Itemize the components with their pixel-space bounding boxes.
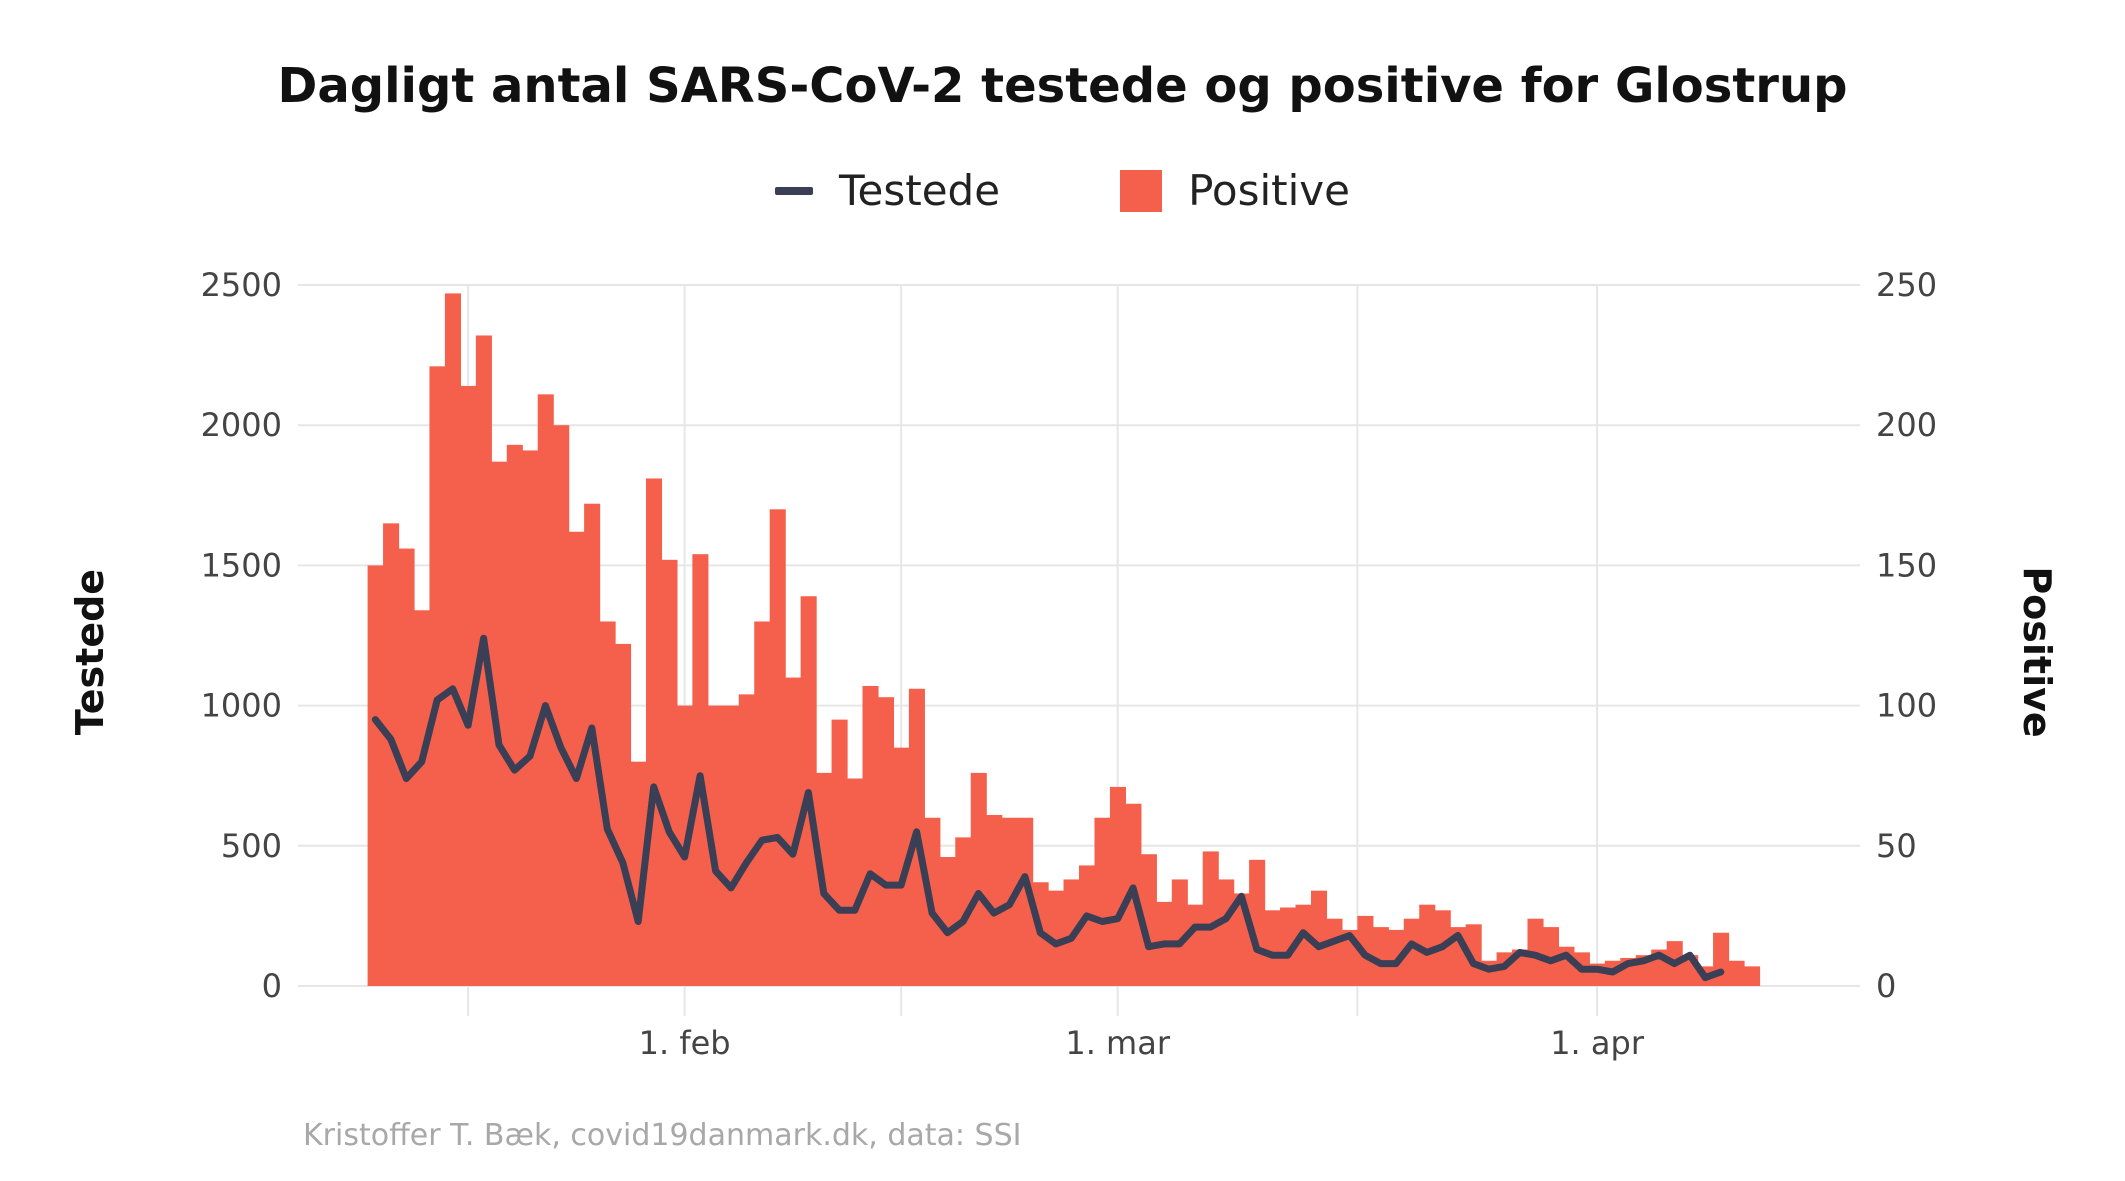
positive-bar (1295, 904, 1312, 986)
positive-bar (1310, 890, 1328, 986)
testede-line-group (371, 634, 1725, 982)
positive-bar (661, 559, 678, 986)
positive-bar (537, 394, 554, 987)
positive-bar (707, 705, 724, 986)
positive-bar (1744, 966, 1761, 986)
positive-bar (413, 610, 431, 986)
positive-bar (1017, 817, 1034, 986)
positive-bar (522, 450, 539, 986)
positive-bar (1187, 904, 1204, 986)
positive-bar (877, 697, 895, 986)
positive-bar (444, 293, 461, 986)
y-tick-left-label: 2500 (201, 266, 282, 304)
positive-bar (738, 694, 755, 986)
positive-bar (939, 857, 956, 986)
positive-bar (1326, 918, 1343, 986)
positive-bar (862, 685, 879, 986)
positive-bar (1372, 927, 1389, 986)
positive-bar (1202, 851, 1219, 986)
y-tick-right-label: 50 (1876, 827, 1917, 865)
y-tick-left-label: 0 (262, 967, 282, 1005)
positive-bar (1264, 910, 1281, 986)
positive-bar (1094, 817, 1111, 986)
chart-title: Dagligt antal SARS-CoV-2 testede og posi… (277, 58, 1848, 114)
x-tick-label: 1. feb (639, 1024, 731, 1062)
positive-bar (785, 677, 802, 986)
y-tick-right-label: 0 (1876, 967, 1896, 1005)
legend-swatch-positive (1120, 169, 1163, 212)
legend-swatch-testede (775, 186, 813, 195)
positive-bar (955, 837, 972, 986)
y-tick-right-label: 150 (1876, 546, 1937, 584)
positive-bar (398, 548, 415, 986)
positive-bar (1542, 927, 1560, 986)
y-tick-right-label: 100 (1876, 687, 1937, 725)
x-tick-label: 1. mar (1065, 1024, 1170, 1062)
positive-bar (1713, 932, 1730, 986)
positive-bar (553, 425, 570, 986)
testede-line (371, 634, 1725, 982)
y-tick-left-label: 1000 (201, 687, 282, 725)
y-tick-left-label: 500 (221, 827, 282, 865)
positive-bar (568, 531, 585, 986)
positive-bar (367, 565, 384, 986)
y-tick-right-label: 200 (1876, 406, 1937, 444)
y-axis-left-ticks: 0 500 1000 1500 2000 2500 (201, 266, 282, 1005)
positive-bar (630, 761, 647, 986)
positive-bar (1728, 960, 1745, 986)
chart-caption: Kristoffer T. Bæk, covid19danmark.dk, da… (303, 1118, 1022, 1153)
positive-bar (692, 554, 709, 986)
y-axis-left-title: Testede (68, 569, 112, 735)
positive-bar (1048, 890, 1065, 986)
y-tick-left-label: 2000 (201, 406, 282, 444)
positive-bar (645, 478, 663, 986)
y-tick-left-label: 1500 (201, 546, 282, 584)
positive-bar (1140, 854, 1157, 986)
positive-bar (1109, 786, 1126, 986)
positive-bar (1218, 879, 1235, 986)
x-tick-label: 1. apr (1550, 1024, 1645, 1062)
positive-bar (1079, 865, 1096, 986)
positive-bar (847, 778, 864, 986)
legend-label-positive: Positive (1188, 166, 1350, 215)
positive-bar (1419, 904, 1436, 986)
y-axis-right-title: Positive (2015, 566, 2059, 737)
positive-bar (1171, 879, 1188, 986)
y-axis-right-ticks: 0 50 100 150 200 250 (1876, 266, 1937, 1005)
positive-bar (383, 523, 400, 986)
positive-bar (831, 719, 848, 986)
legend-label-testede: Testede (839, 166, 1001, 215)
chart-legend: Testede Positive (0, 166, 2125, 215)
positive-bar (1280, 907, 1297, 986)
legend-item-testede: Testede (775, 166, 1000, 215)
positive-bar (754, 621, 771, 986)
positive-bar (769, 509, 786, 986)
positive-bar (1403, 918, 1420, 986)
positive-bar (986, 814, 1003, 986)
positive-bar (506, 444, 523, 986)
positive-bars (367, 293, 1761, 987)
positive-bar (723, 705, 740, 986)
x-axis-ticks: 1. feb 1. mar 1. apr (639, 1024, 1645, 1062)
positive-bar (460, 385, 477, 987)
positive-bar (970, 772, 987, 986)
y-tick-right-label: 250 (1876, 266, 1937, 304)
positive-bar (615, 643, 632, 986)
legend-item-positive: Positive (1120, 166, 1350, 215)
positive-bar (599, 621, 616, 986)
positive-bar (893, 747, 910, 986)
positive-bar (1465, 924, 1482, 986)
positive-bar (429, 366, 446, 986)
